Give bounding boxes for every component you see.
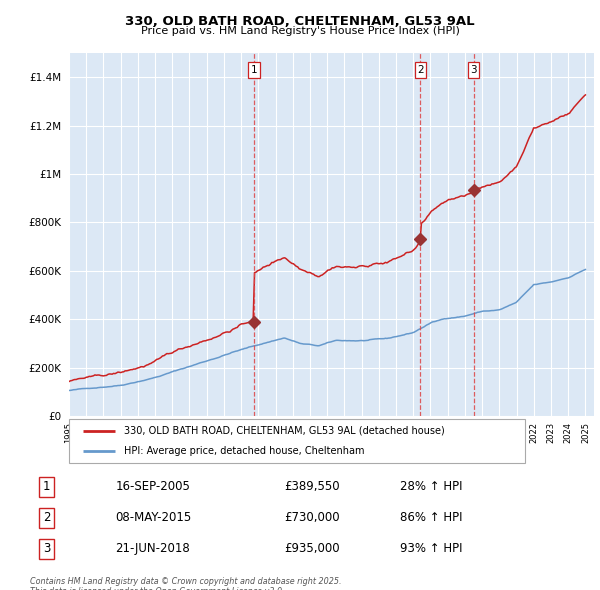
Text: 08-MAY-2015: 08-MAY-2015 <box>116 511 192 525</box>
Text: £389,550: £389,550 <box>284 480 340 493</box>
FancyBboxPatch shape <box>69 419 525 463</box>
Text: 2: 2 <box>43 511 50 525</box>
Text: 3: 3 <box>470 65 477 75</box>
Text: HPI: Average price, detached house, Cheltenham: HPI: Average price, detached house, Chel… <box>124 446 364 456</box>
Text: 330, OLD BATH ROAD, CHELTENHAM, GL53 9AL: 330, OLD BATH ROAD, CHELTENHAM, GL53 9AL <box>125 15 475 28</box>
Text: 28% ↑ HPI: 28% ↑ HPI <box>400 480 463 493</box>
Text: 330, OLD BATH ROAD, CHELTENHAM, GL53 9AL (detached house): 330, OLD BATH ROAD, CHELTENHAM, GL53 9AL… <box>124 426 445 436</box>
Text: £935,000: £935,000 <box>284 542 340 555</box>
Text: 21-JUN-2018: 21-JUN-2018 <box>116 542 190 555</box>
Text: £730,000: £730,000 <box>284 511 340 525</box>
Text: Contains HM Land Registry data © Crown copyright and database right 2025.
This d: Contains HM Land Registry data © Crown c… <box>30 577 341 590</box>
Text: 1: 1 <box>43 480 50 493</box>
Text: 1: 1 <box>251 65 257 75</box>
Text: 16-SEP-2005: 16-SEP-2005 <box>116 480 190 493</box>
Text: 3: 3 <box>43 542 50 555</box>
Text: 93% ↑ HPI: 93% ↑ HPI <box>400 542 463 555</box>
Text: 86% ↑ HPI: 86% ↑ HPI <box>400 511 463 525</box>
Text: Price paid vs. HM Land Registry's House Price Index (HPI): Price paid vs. HM Land Registry's House … <box>140 26 460 36</box>
Text: 2: 2 <box>417 65 424 75</box>
